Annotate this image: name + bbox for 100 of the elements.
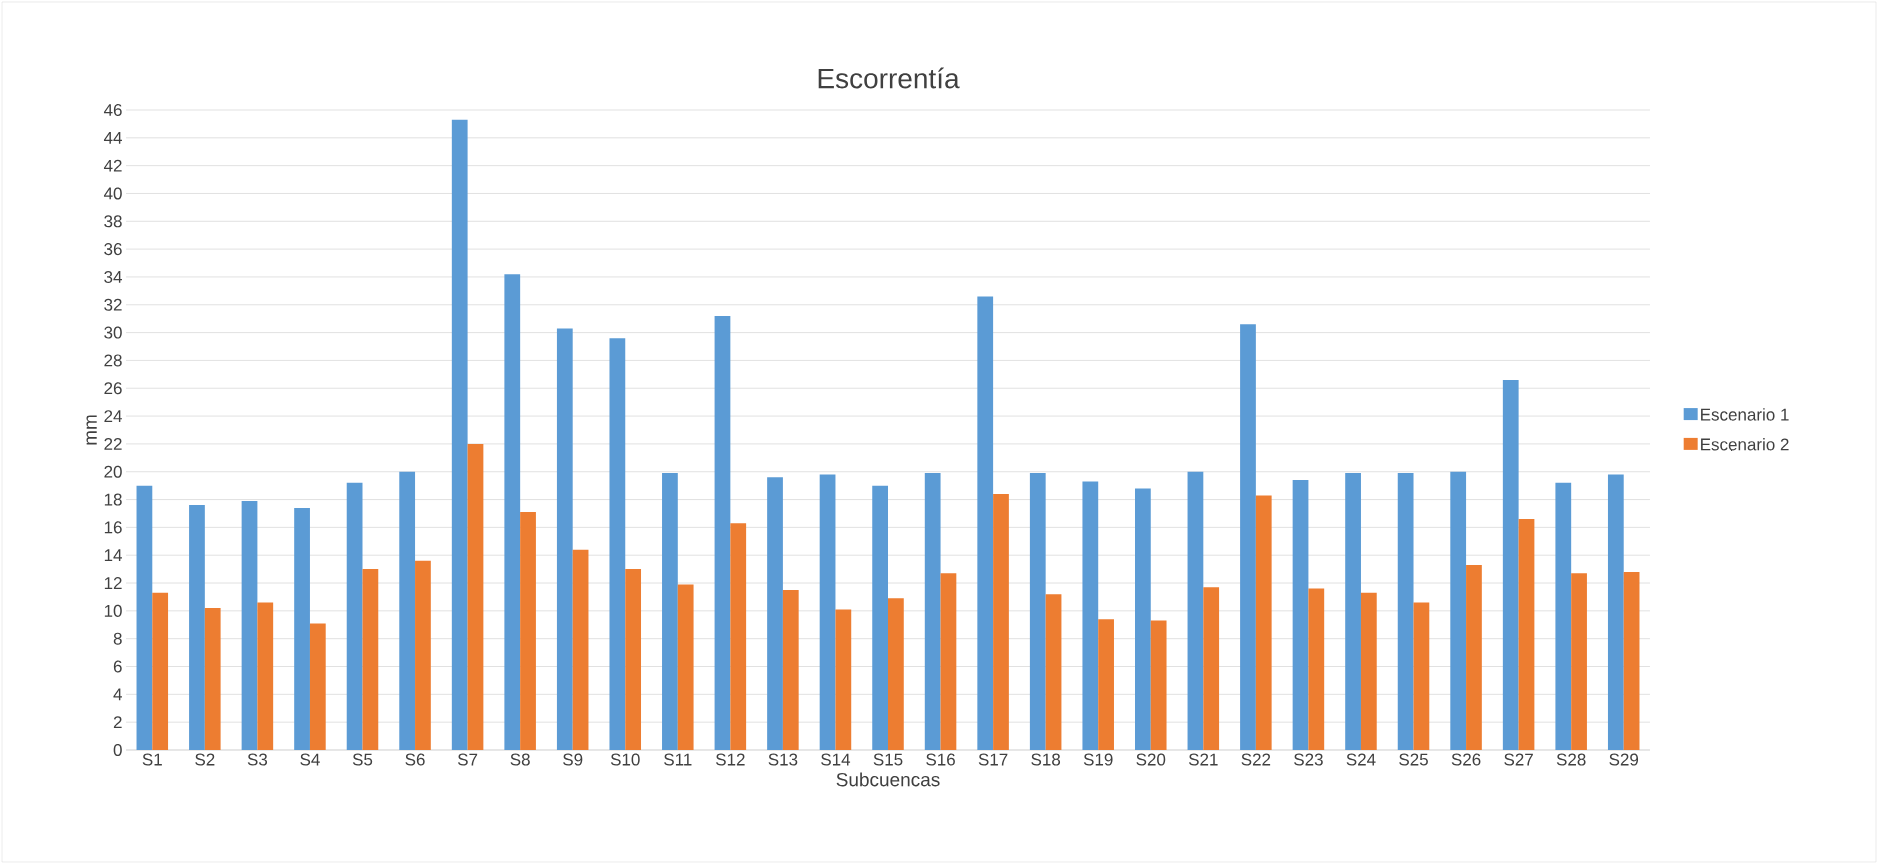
y-tick-label: 42 (103, 159, 122, 172)
bar (977, 296, 994, 750)
bar (1135, 488, 1151, 750)
bar (1292, 480, 1309, 750)
y-tick-label: 40 (103, 187, 122, 200)
x-tick-label: S11 (664, 753, 692, 766)
x-tick-label: S18 (1031, 753, 1061, 766)
bar (714, 315, 731, 750)
bar (730, 523, 747, 750)
bar (782, 589, 799, 750)
x-tick-label: S4 (300, 753, 320, 766)
x-axis-title: Subcuencas (836, 772, 940, 787)
x-tick-label: S2 (195, 753, 215, 766)
bar (189, 505, 205, 750)
x-tick-label: S14 (821, 753, 851, 766)
legend-label: Escenario 1 (1701, 408, 1789, 421)
bar (1045, 594, 1062, 750)
y-tick-label: 26 (104, 382, 122, 395)
y-tick-label: 30 (104, 326, 122, 339)
x-tick-label: S20 (1136, 753, 1166, 766)
bar (504, 274, 521, 750)
bar (362, 569, 379, 750)
bar (1255, 495, 1272, 750)
bar (241, 500, 258, 750)
y-tick-label: 14 (104, 549, 122, 562)
x-tick-label: S10 (610, 753, 640, 766)
x-tick-label: S8 (510, 753, 530, 766)
x-tick-label: S6 (405, 753, 425, 766)
bar (152, 592, 169, 750)
y-tick-label: 4 (113, 688, 122, 701)
bar (1397, 473, 1414, 750)
bar (1518, 519, 1535, 750)
y-tick-label: 36 (104, 243, 122, 256)
legend-label: Escenario 2 (1701, 437, 1789, 451)
bar (888, 598, 904, 750)
bar (835, 609, 852, 750)
y-tick-label: 20 (104, 465, 122, 478)
bar (609, 338, 626, 750)
y-tick-label: 16 (104, 521, 122, 534)
y-tick-label: 32 (104, 298, 122, 311)
bar (257, 602, 274, 750)
x-tick-label: S3 (247, 753, 268, 766)
x-tick-label: S9 (563, 753, 583, 766)
bar (1360, 592, 1377, 750)
x-tick-label: S24 (1346, 753, 1376, 766)
x-tick-label: S12 (716, 753, 745, 766)
bar (1240, 324, 1256, 750)
bar (1098, 619, 1114, 750)
bar (467, 443, 484, 750)
y-tick-label: 34 (104, 270, 122, 283)
x-tick-label: S5 (352, 753, 373, 766)
y-tick-label: 0 (113, 743, 122, 757)
y-tick-label: 10 (104, 604, 122, 617)
bar (940, 573, 957, 750)
x-tick-label: S1 (142, 753, 162, 766)
bar (451, 119, 468, 750)
bar (1203, 587, 1220, 750)
bar (662, 473, 678, 750)
bar (872, 485, 889, 750)
bar (1607, 474, 1624, 750)
bar (1450, 471, 1467, 750)
bar (1466, 564, 1482, 750)
bar (136, 485, 153, 750)
bar (204, 608, 221, 750)
x-tick-label: S16 (926, 753, 955, 766)
x-tick-label: S23 (1294, 753, 1323, 766)
bar (767, 477, 783, 750)
bar (415, 560, 431, 750)
x-tick-label: S27 (1504, 753, 1533, 766)
bar (309, 623, 326, 750)
bar (294, 507, 310, 750)
y-tick-label: 22 (104, 437, 122, 450)
bar (556, 328, 573, 750)
chart-title: Escorrentía (818, 67, 960, 89)
x-tick-label: S22 (1241, 753, 1271, 766)
x-tick-label: S26 (1451, 753, 1481, 766)
bar (1150, 620, 1167, 750)
bar (1623, 571, 1640, 750)
x-tick-label: S28 (1556, 753, 1586, 766)
bar (625, 569, 642, 750)
bar (1502, 379, 1519, 750)
y-tick-label: 38 (104, 215, 122, 228)
y-tick-label: 2 (113, 716, 122, 729)
y-tick-label: 6 (113, 660, 122, 673)
bar (1555, 482, 1572, 750)
bar (572, 549, 589, 750)
y-tick-label: 28 (104, 354, 122, 367)
y-axis-title: mm (86, 415, 97, 445)
bar (1029, 473, 1046, 750)
bar (1187, 471, 1204, 750)
y-tick-label: 18 (104, 493, 122, 506)
bar (346, 482, 363, 750)
x-tick-label: S19 (1083, 753, 1113, 766)
y-tick-label: 44 (103, 131, 122, 144)
x-tick-label: S17 (978, 753, 1008, 766)
bar (399, 471, 416, 750)
bar (993, 493, 1009, 750)
y-tick-label: 8 (113, 632, 122, 645)
bar (924, 473, 941, 750)
bar (819, 474, 836, 750)
